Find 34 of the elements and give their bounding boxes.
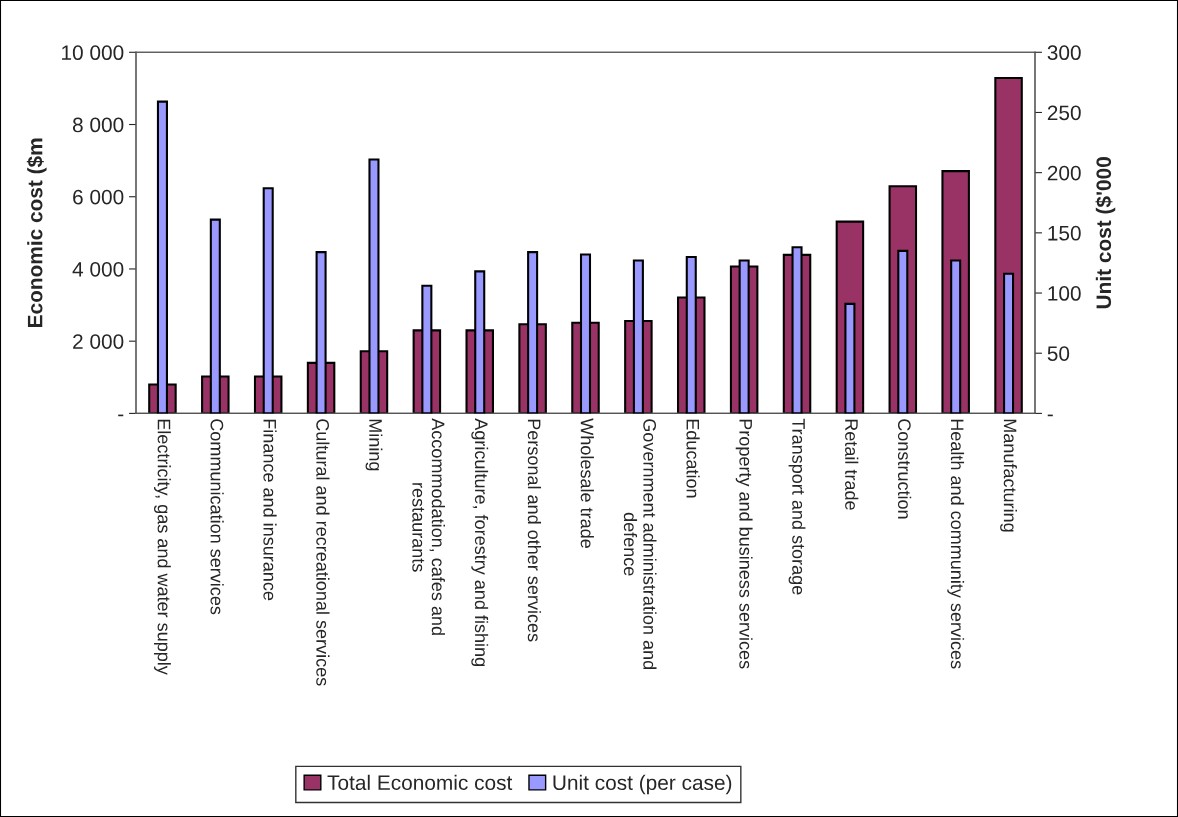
x-tick-label: Retail trade <box>845 419 859 510</box>
x-tick-label: Wholesale trade <box>580 418 594 548</box>
y-tick-label: 2 000 <box>73 334 124 349</box>
y-tick-label: 6 000 <box>73 189 124 205</box>
y2-tick-label: 150 <box>1048 225 1081 241</box>
y2-tick-label: 100 <box>1048 286 1081 301</box>
legend-label: Total Economic cost <box>327 774 513 791</box>
y-tick-label: 8 000 <box>72 117 124 133</box>
y2-axis-title: Unit cost ($'000 <box>1095 157 1116 309</box>
x-tick-label: Personal and other services <box>527 419 542 642</box>
y-tick-label: - <box>118 414 124 417</box>
x-tick-label: Communication services <box>210 419 224 615</box>
x-tick-label: Construction <box>897 419 912 519</box>
y-tick-label: 4 000 <box>72 261 124 277</box>
x-tick-label: Mining <box>365 419 383 471</box>
x-tick-label: Cultural and recreational services <box>316 419 330 686</box>
x-tick-label: Property and business services <box>735 419 753 669</box>
x-tick-label: Health and community services <box>947 419 965 669</box>
y-axis-title: Economic cost ($m <box>26 138 47 327</box>
x-tick-label: Finance and insurance <box>263 419 277 601</box>
y2-tick-label: - <box>1047 414 1053 417</box>
x-tick-label: Electricity, gas and water supply <box>154 419 171 675</box>
x-tick-label: Manufacturing <box>1000 419 1017 532</box>
y-tick-label: 10 000 <box>62 45 124 61</box>
x-tick-label: Education <box>686 419 700 498</box>
x-tick-label: Government administration and defence <box>623 419 657 669</box>
x-tick-label: Accommodation, cafes and restaurants <box>412 418 445 635</box>
y2-tick-label: 300 <box>1047 45 1081 61</box>
legend-label: Unit cost (per case) <box>553 774 732 795</box>
y2-tick-label: 250 <box>1047 105 1081 121</box>
x-tick-label: Agriculture, forestry and fishing <box>471 418 489 666</box>
x-tick-label: Transport and storage <box>788 418 806 595</box>
y2-tick-label: 200 <box>1047 165 1081 181</box>
y2-tick-label: 50 <box>1047 346 1070 361</box>
